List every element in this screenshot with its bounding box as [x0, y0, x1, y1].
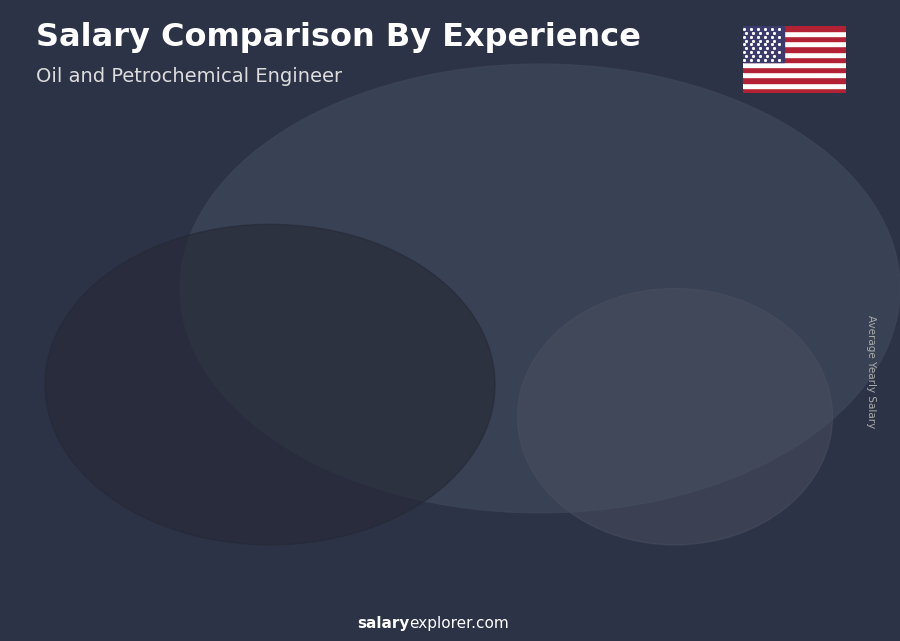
Ellipse shape — [180, 64, 900, 513]
Text: 97,500 USD: 97,500 USD — [328, 333, 398, 347]
Polygon shape — [456, 252, 523, 570]
Polygon shape — [201, 394, 267, 570]
Ellipse shape — [45, 224, 495, 545]
Text: +8%: +8% — [660, 144, 702, 162]
Bar — [742, 88, 846, 93]
Bar — [742, 26, 846, 31]
Polygon shape — [73, 438, 140, 570]
Text: 66,000 USD: 66,000 USD — [201, 418, 270, 431]
Bar — [742, 83, 846, 88]
Polygon shape — [712, 196, 717, 570]
Bar — [742, 78, 846, 83]
Bar — [742, 51, 846, 56]
Bar — [742, 72, 846, 78]
Polygon shape — [140, 422, 151, 570]
Text: 49,400 USD: 49,400 USD — [73, 462, 143, 476]
Polygon shape — [73, 422, 151, 438]
Text: 140,000 USD: 140,000 USD — [712, 220, 788, 233]
Polygon shape — [456, 252, 462, 570]
Text: salary: salary — [357, 617, 410, 631]
Polygon shape — [73, 438, 78, 570]
Polygon shape — [456, 236, 535, 252]
Text: Salary Comparison By Experience: Salary Comparison By Experience — [36, 22, 641, 53]
Polygon shape — [651, 206, 661, 570]
Polygon shape — [201, 394, 206, 570]
Text: 119,000 USD: 119,000 USD — [456, 276, 534, 289]
Polygon shape — [328, 294, 407, 310]
Polygon shape — [584, 222, 590, 570]
Ellipse shape — [518, 288, 832, 545]
Text: +34%: +34% — [143, 342, 197, 360]
Text: +48%: +48% — [271, 257, 325, 276]
Text: Average Yearly Salary: Average Yearly Salary — [866, 315, 877, 428]
Polygon shape — [395, 294, 407, 570]
Bar — [742, 31, 846, 36]
Bar — [742, 46, 846, 51]
Bar — [742, 41, 846, 46]
Polygon shape — [201, 378, 279, 394]
Polygon shape — [328, 310, 334, 570]
Polygon shape — [712, 179, 789, 196]
Polygon shape — [523, 236, 535, 570]
Polygon shape — [328, 310, 395, 570]
Bar — [742, 26, 784, 62]
Polygon shape — [584, 222, 651, 570]
Polygon shape — [584, 206, 662, 222]
Text: explorer.com: explorer.com — [410, 617, 509, 631]
Bar — [742, 36, 846, 41]
Bar — [742, 56, 846, 62]
Polygon shape — [778, 179, 789, 570]
Polygon shape — [267, 378, 279, 570]
Text: +9%: +9% — [532, 171, 574, 188]
Bar — [742, 62, 846, 67]
Polygon shape — [712, 196, 778, 570]
Text: Oil and Petrochemical Engineer: Oil and Petrochemical Engineer — [36, 67, 342, 87]
Text: +22%: +22% — [399, 200, 453, 218]
Bar — [742, 67, 846, 72]
Text: 130,000 USD: 130,000 USD — [584, 247, 661, 260]
